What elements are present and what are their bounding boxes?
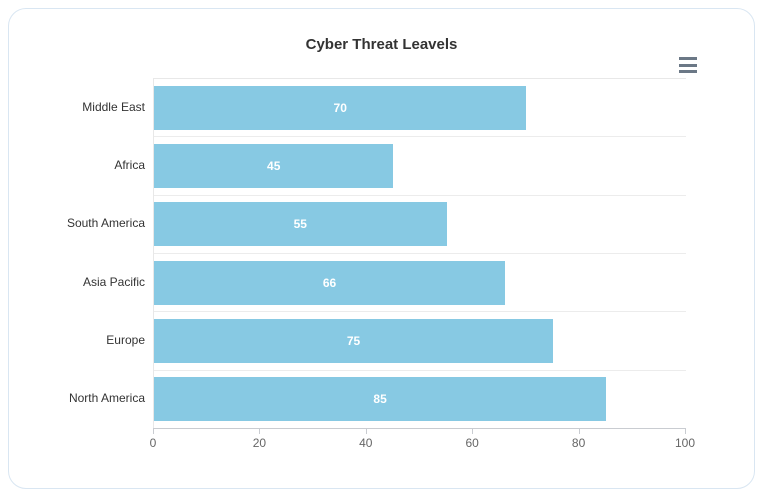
x-axis-tick-label: 20 [252,436,267,450]
bar[interactable]: 70 [154,85,527,130]
bar-row: 85 [154,371,686,428]
hamburger-line [679,63,697,67]
bar-value-label: 70 [333,100,347,115]
y-axis-labels: Middle East Africa South America Asia Pacif… [15,78,145,427]
category-label: North America [68,390,145,405]
x-axis-tick [153,428,154,434]
bar-row: 75 [154,312,686,371]
bar[interactable]: 45 [154,143,394,188]
x-axis-tick [259,428,261,434]
bar-value-label: 75 [346,333,361,348]
x-axis-tick-label: 0 [149,436,157,450]
bar[interactable]: 75 [154,318,553,363]
bar-value-label: 66 [322,275,337,290]
bar-value-label: 55 [293,217,307,232]
category-label: South America [66,216,145,231]
hamburger-menu-icon[interactable] [679,57,699,73]
bar[interactable]: 55 [154,202,447,247]
bar-row: 45 [154,137,686,196]
x-axis-tick [578,428,580,434]
bar-row: 55 [154,196,686,254]
x-axis-tick-label: 100 [674,436,696,450]
x-axis-tick-label: 40 [359,436,373,450]
hamburger-line [679,70,697,73]
x-axis-tick [472,428,474,434]
bar-value-label: 85 [373,392,387,407]
x-axis-tick-label: 80 [571,436,586,450]
bar[interactable]: 66 [154,260,506,305]
x-axis-tick-label: 60 [465,436,479,450]
x-axis: 0 20 40 60 80 100 [149,428,695,458]
bar[interactable]: 85 [154,377,607,422]
x-axis-tick [365,428,367,434]
category-label: Asia Pacific [82,274,145,289]
category-label: Middle East [82,100,145,115]
bar-row: 70 [154,79,686,138]
bar-value-label: 45 [267,158,281,173]
bar-row: 66 [154,254,686,313]
category-label: Africa [114,158,145,173]
plot-area: 70 45 55 66 75 85 [153,78,686,429]
category-label: Europe [106,332,145,347]
x-axis-tick [685,428,686,434]
hamburger-line [679,57,697,60]
chart-title: Cyber Threat Leavels [305,36,458,53]
